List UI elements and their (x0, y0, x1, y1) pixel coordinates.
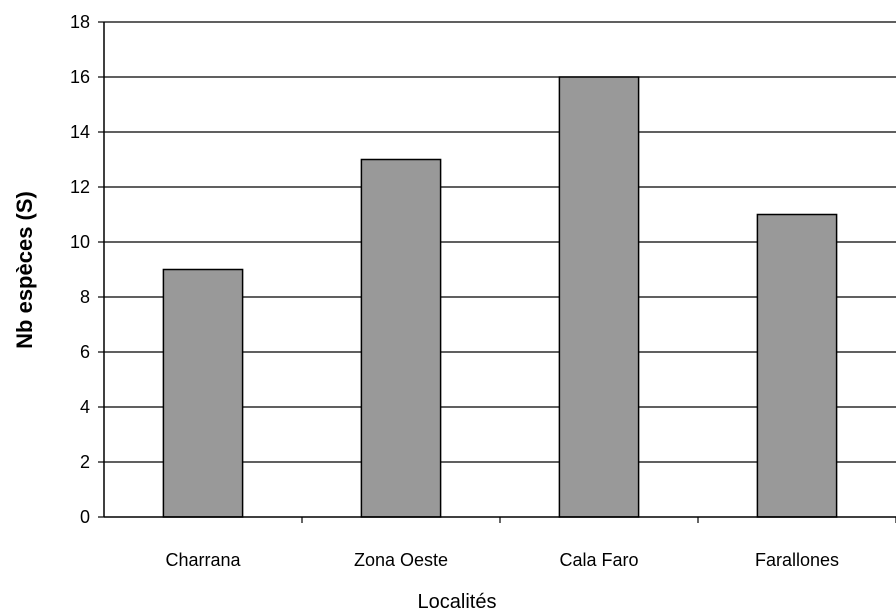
bar-zona-oeste (360, 158, 442, 518)
bars (162, 76, 838, 518)
x-tick-label: Charrana (165, 550, 241, 570)
y-tick-label: 12 (70, 177, 90, 197)
y-tick-label: 0 (80, 507, 90, 527)
bar-cala-faro (558, 76, 640, 518)
y-tick-label: 4 (80, 397, 90, 417)
x-tick-label: Farallones (755, 550, 839, 570)
x-tick-label: Zona Oeste (354, 550, 448, 570)
y-axis-ticks: 0 2 4 6 8 10 12 14 16 18 (70, 12, 104, 527)
bar-charrana (162, 268, 244, 518)
y-tick-label: 14 (70, 122, 90, 142)
y-axis-title: Nb espèces (S) (12, 191, 37, 349)
x-axis-title: Localités (418, 591, 497, 613)
y-tick-label: 6 (80, 342, 90, 362)
bar-farallones (756, 213, 838, 518)
y-tick-label: 16 (70, 67, 90, 87)
y-tick-label: 10 (70, 232, 90, 252)
x-axis-ticks: Charrana Zona Oeste Cala Faro Farallones (165, 517, 896, 570)
y-tick-label: 2 (80, 452, 90, 472)
y-tick-label: 18 (70, 12, 90, 32)
x-tick-label: Cala Faro (559, 550, 638, 570)
y-tick-label: 8 (80, 287, 90, 307)
